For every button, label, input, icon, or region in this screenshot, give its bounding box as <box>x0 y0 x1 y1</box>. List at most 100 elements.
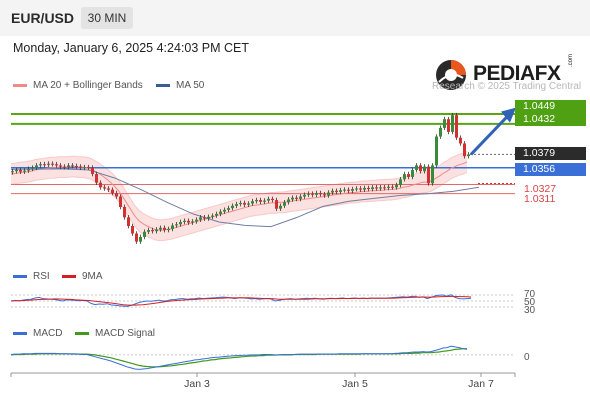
candle <box>191 221 194 223</box>
bollinger-band <box>11 151 467 241</box>
candle <box>411 170 414 177</box>
candle <box>99 182 102 188</box>
candle <box>311 193 314 195</box>
candle <box>215 213 218 216</box>
candle <box>175 224 178 226</box>
candle <box>35 165 38 168</box>
resistance-2-tag: 1.0432 <box>515 113 586 126</box>
legend-ma50: MA 50 <box>156 80 204 91</box>
candle <box>179 221 182 225</box>
candle <box>51 163 54 165</box>
candle <box>383 187 386 189</box>
candle <box>363 187 366 190</box>
candle <box>59 165 62 167</box>
candle <box>331 190 334 193</box>
legend-ma20-label: MA 20 + Bollinger Bands <box>33 80 143 91</box>
candle <box>143 231 146 237</box>
candle <box>211 215 214 217</box>
candle <box>315 193 318 195</box>
candle <box>43 164 46 166</box>
brand-logo: PEDIAFX .com <box>432 54 582 92</box>
timeframe-button[interactable]: 30 MIN <box>81 7 133 29</box>
projection-arrow <box>469 112 512 156</box>
candle <box>459 137 462 144</box>
candle <box>267 198 270 201</box>
candle <box>107 188 110 190</box>
rsi-50-label: 50 <box>524 297 536 308</box>
symbol-label: EUR/USD <box>11 10 75 26</box>
candle <box>127 217 130 227</box>
legend-macd-signal-swatch <box>75 331 89 335</box>
candle <box>183 220 186 222</box>
candle <box>87 167 90 169</box>
legend-ma20: MA 20 + Bollinger Bands <box>13 80 143 91</box>
candle <box>467 154 470 157</box>
candle <box>123 206 126 218</box>
candle <box>147 230 150 232</box>
legend-rsi: RSI <box>13 271 50 282</box>
candle <box>251 201 254 204</box>
candle <box>287 199 290 203</box>
ma50-line <box>10 168 480 228</box>
legend-macd-signal-label: MACD Signal <box>95 328 156 339</box>
candle <box>327 192 330 196</box>
candle <box>83 167 86 169</box>
legend-9ma-label: 9MA <box>82 271 103 282</box>
candle <box>71 165 74 167</box>
rsi-ma9-line <box>10 295 472 306</box>
bollinger-lower <box>10 171 468 241</box>
candle <box>443 119 446 128</box>
candle <box>335 190 338 192</box>
candle <box>275 200 278 209</box>
last-price-tag: 1.0379 <box>515 147 586 160</box>
candle <box>23 170 26 172</box>
candle <box>219 211 222 214</box>
candle <box>131 226 134 234</box>
candle <box>203 217 206 219</box>
candle <box>63 166 66 168</box>
candle <box>151 230 154 232</box>
legend-ma50-label: MA 50 <box>176 80 205 91</box>
candle <box>463 143 466 157</box>
candle <box>355 188 358 190</box>
candle <box>95 174 98 183</box>
candle <box>351 189 354 191</box>
candle <box>27 168 30 171</box>
candle <box>359 188 362 190</box>
candle <box>75 165 78 167</box>
legend-rsi-swatch <box>13 274 27 278</box>
candle <box>255 200 258 202</box>
macd-zero-label: 0 <box>524 352 530 363</box>
legend-rsi-9ma: 9MA <box>62 271 103 282</box>
candle <box>339 190 342 192</box>
candle <box>271 198 274 201</box>
macd-signal-line <box>10 348 467 368</box>
bollinger-upper <box>10 151 468 221</box>
candle <box>199 217 202 220</box>
watermark: Research © 2025 Trading Central <box>432 81 582 92</box>
candle <box>455 115 458 138</box>
candle <box>155 229 158 232</box>
legend-macd-label: MACD <box>33 328 63 339</box>
candle <box>115 193 118 197</box>
candle <box>415 165 418 171</box>
pivot-tag: 1.0356 <box>515 163 586 176</box>
candle <box>323 194 326 196</box>
candle <box>11 171 14 173</box>
candle <box>423 166 426 172</box>
x-tick-jan7: Jan 7 <box>468 378 494 390</box>
candle <box>299 196 302 199</box>
candle <box>295 197 298 199</box>
candle <box>111 189 114 194</box>
candle <box>15 170 18 172</box>
support-1-label: 1.0327 <box>524 183 557 195</box>
candle <box>207 216 210 219</box>
support-2-label: 1.0311 <box>524 193 556 205</box>
candle <box>431 165 434 184</box>
timestamp: Monday, January 6, 2025 4:24:03 PM CET <box>13 41 250 55</box>
candle <box>163 227 166 231</box>
candle <box>67 165 70 168</box>
candle <box>55 164 58 166</box>
candle <box>259 200 262 202</box>
candle <box>403 174 406 180</box>
